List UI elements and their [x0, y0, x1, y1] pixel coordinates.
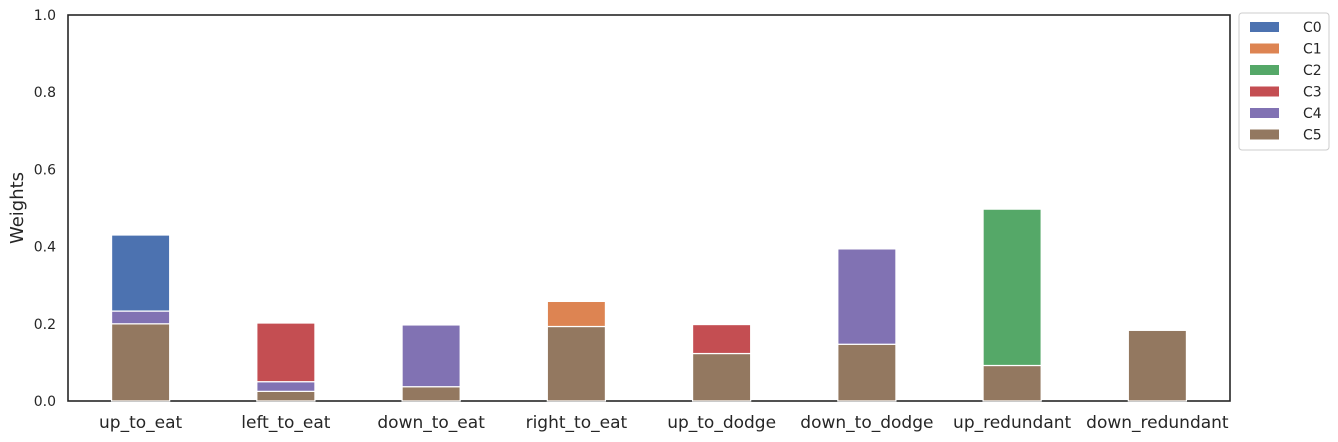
y-tick-label: 0.6	[34, 162, 56, 178]
x-tick-label: up_redundant	[953, 413, 1071, 433]
bar-right_to_eat-C5	[546, 325, 607, 402]
legend: C0 C1 C2 C3 C4 C5	[1238, 12, 1330, 151]
x-tick-label: up_to_dodge	[667, 413, 776, 433]
bar-up_redundant-C2	[982, 208, 1042, 367]
legend-swatch-C0	[1250, 22, 1279, 32]
x-tick-label: right_to_eat	[526, 413, 628, 433]
bar-down_redundant-C5	[1127, 329, 1188, 402]
bar-up_to_eat-C0	[110, 234, 171, 312]
legend-label-C0: C0	[1303, 20, 1322, 36]
x-tick-label: up_to_eat	[99, 413, 183, 433]
y-tick-label: 0.2	[34, 317, 56, 333]
x-tick-label: down_redundant	[1086, 413, 1229, 433]
bar-left_to_eat-C4	[256, 381, 316, 392]
bar-up_to_eat-C5	[110, 323, 171, 402]
y-axis: 0.0 0.2 0.4 0.6 0.8 1.0	[34, 8, 56, 410]
bar-right_to_eat-C1	[546, 300, 607, 328]
bars-group	[110, 208, 1188, 402]
legend-swatch-C1	[1250, 43, 1279, 54]
bar-left_to_eat-C3	[256, 322, 316, 383]
x-tick-label: left_to_eat	[241, 413, 330, 433]
x-tick-label: down_to_eat	[377, 413, 485, 433]
bar-left_to_eat-C5	[256, 390, 316, 402]
legend-swatch-C3	[1250, 86, 1279, 97]
x-tick-label: down_to_dodge	[800, 413, 933, 433]
legend-label-C3: C3	[1303, 85, 1322, 101]
bar-down_to_dodge-C4	[837, 248, 897, 345]
plot-frame	[67, 14, 1231, 402]
bar-up_redundant-C5	[982, 364, 1042, 402]
bar-down_to_eat-C5	[401, 386, 461, 402]
legend-swatch-C4	[1250, 108, 1279, 118]
y-tick-label: 0.0	[34, 394, 56, 410]
legend-label-C1: C1	[1303, 42, 1322, 58]
y-tick-label: 0.4	[34, 240, 56, 256]
y-tick-label: 1.0	[34, 8, 56, 24]
plot-area	[67, 14, 1231, 402]
legend-label-C5: C5	[1303, 128, 1322, 144]
y-axis-title: Weights	[7, 172, 28, 244]
bar-up_to_eat-C4	[110, 310, 171, 325]
legend-swatch-C2	[1250, 65, 1279, 75]
legend-swatch-C5	[1250, 129, 1279, 140]
bar-up_to_dodge-C5	[691, 352, 752, 402]
y-tick-label: 0.8	[34, 85, 56, 101]
legend-label-C4: C4	[1303, 106, 1322, 122]
bar-down_to_dodge-C5	[837, 343, 897, 402]
bar-down_to_eat-C4	[401, 324, 461, 388]
bar-up_to_dodge-C3	[691, 323, 752, 355]
legend-label-C2: C2	[1303, 63, 1322, 79]
x-axis: up_to_eat left_to_eat down_to_eat right_to_…	[99, 413, 1229, 433]
